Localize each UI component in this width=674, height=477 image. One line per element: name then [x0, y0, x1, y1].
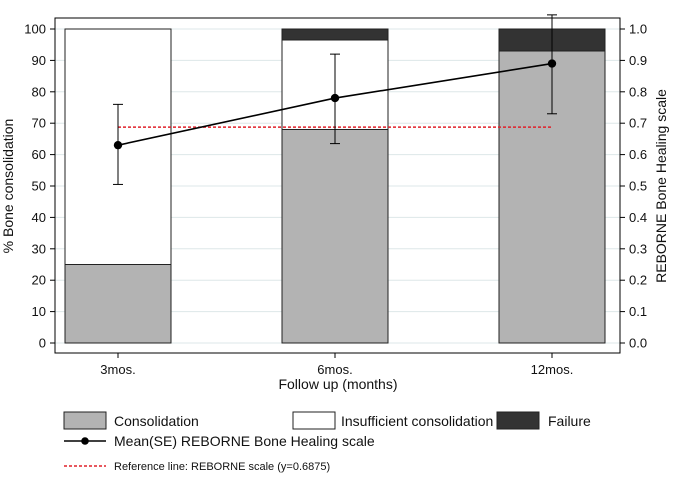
y-axis-right-title: REBORNE Bone Healing scale [653, 89, 669, 283]
y-right-tick-label: 0.7 [629, 116, 647, 131]
y-right-tick-label: 0.2 [629, 273, 647, 288]
y-tick-label: 100 [24, 22, 46, 37]
y-right-tick-labels: 0.0 0.1 0.2 0.3 0.4 0.5 0.6 0.7 0.8 0.9 1.0 [629, 22, 647, 351]
y-right-tick-label: 0.1 [629, 304, 647, 319]
legend-label-healing-scale: Mean(SE) REBORNE Bone Healing scale [114, 433, 375, 449]
bar-consolidation [64, 264, 172, 344]
x-axis-title: Follow up (months) [278, 376, 397, 392]
healing-scale-point [547, 59, 557, 68]
legend-label-consolidation: Consolidation [114, 413, 199, 429]
plot-frame [54, 17, 621, 354]
legend-swatch-insufficient [292, 411, 336, 430]
bar-failure [281, 28, 389, 41]
x-tick-label: 3mos. [100, 362, 135, 377]
x-tick-label: 12mos. [531, 362, 574, 377]
bar-consolidation [281, 128, 389, 344]
x-tick-label: 6mos. [317, 362, 352, 377]
y-right-tick-label: 1.0 [629, 22, 647, 37]
healing-scale-point [330, 93, 340, 103]
y-right-tick-label: 0.8 [629, 84, 647, 99]
x-tick-labels: 3mos. 6mos. 12mos. [100, 362, 573, 377]
y-tick-label: 10 [32, 304, 46, 319]
y-right-tick-label: 0.0 [629, 336, 647, 351]
axes-group [50, 17, 625, 358]
legend: Consolidation Insufficient consolidation… [63, 411, 591, 473]
y-tick-label: 60 [32, 147, 46, 162]
legend-label-reference: Reference line: REBORNE scale (y=0.6875) [114, 461, 330, 473]
legend-label-insufficient: Insufficient consolidation [341, 413, 493, 429]
legend-swatch-consolidation [63, 411, 107, 430]
y-right-tick-label: 0.9 [629, 53, 647, 68]
y-tick-label: 40 [32, 210, 46, 225]
legend-line-marker [81, 437, 89, 445]
y-tick-label: 20 [32, 273, 46, 288]
y-tick-label: 70 [32, 116, 46, 131]
healing-scale-point [113, 140, 123, 150]
healing-scale-line-group [113, 14, 557, 185]
y-axis-title: % Bone consolidation [0, 119, 16, 254]
y-right-tick-label: 0.3 [629, 241, 647, 256]
y-tick-label: 0 [39, 336, 46, 351]
y-tick-label: 50 [32, 179, 46, 194]
y-tick-labels: 0 10 20 30 40 50 60 70 80 90 100 [24, 22, 46, 351]
legend-label-failure: Failure [548, 413, 591, 429]
y-tick-label: 80 [32, 84, 46, 99]
y-tick-label: 90 [32, 53, 46, 68]
y-right-tick-label: 0.4 [629, 210, 647, 225]
y-tick-label: 30 [32, 241, 46, 256]
legend-swatch-failure [496, 411, 540, 430]
y-right-tick-label: 0.5 [629, 179, 647, 194]
y-right-tick-label: 0.6 [629, 147, 647, 162]
